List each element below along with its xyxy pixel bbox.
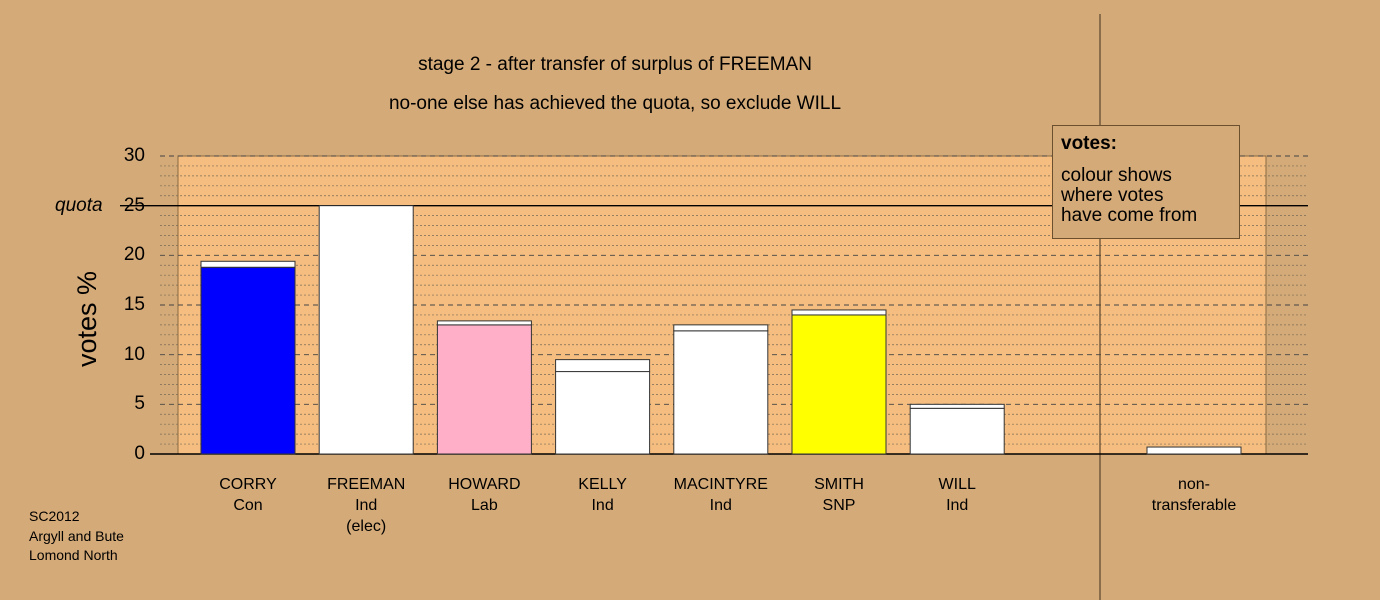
bar-transfer-segment [909,403,1005,409]
bar-first-preferences [673,330,769,455]
x-category-label: FREEMAN Ind (elec) [301,474,431,537]
x-category-label: non-transferable [1129,474,1259,516]
x-category-label-line: Ind [709,497,732,514]
x-category-label-line: non- [1177,476,1211,493]
y-tick-label: 0 [134,443,145,464]
bar-first-preferences [436,324,532,455]
x-category-label: CORRY Con [183,474,313,516]
chart-title-line-1: stage 2 - after transfer of surplus of F… [418,54,812,75]
x-category-label-line: (elec) [346,518,387,535]
legend-line: where votes [1061,185,1164,206]
x-category-label: WILL Ind [892,474,1022,516]
x-category-label: HOWARD Lab [419,474,549,516]
x-category-label-line: Ind [355,497,378,514]
y-tick-label: 15 [123,294,145,315]
legend-line: have come from [1061,205,1198,226]
y-tick-label: 10 [123,343,145,365]
x-category-label-line: SNP [822,497,856,514]
source-line: SC2012 [29,508,80,524]
quota-label: quota [55,195,103,216]
source-note: SC2012 Argyll and Bute Lomond North [29,507,124,566]
bar-transfer-segment [436,320,532,326]
bar-transfer-segment [555,359,651,373]
legend-title: votes: [1061,133,1117,154]
x-category-label-line: Lab [471,497,498,514]
bar-first-preferences [555,371,651,455]
bar-first-preferences [909,407,1005,455]
x-category-label-line: Con [233,497,263,514]
legend-box: votes: colour shows where votes have com… [1052,125,1240,239]
bar-first-preferences [318,205,414,455]
x-category-label-line: Ind [946,497,969,514]
x-category-label-line: KELLY [578,476,627,493]
bar-transfer-segment [791,309,887,316]
x-category-label-line: WILL [938,476,976,493]
bar-transfer-segment [673,324,769,332]
legend-line: colour shows [1061,165,1172,186]
x-category-label-line: FREEMAN [327,476,406,493]
y-tick-label: 25 [123,194,145,216]
x-category-label-line: transferable [1151,497,1237,514]
x-category-label-line: HOWARD [448,476,521,493]
source-line: Argyll and Bute [29,527,124,544]
x-category-label-line: MACINTYRE [673,476,768,493]
bar-non-transferable [1146,446,1242,455]
bar-transfer-segment [200,260,296,268]
y-tick-label: 5 [134,393,145,415]
bar-first-preferences [200,266,296,455]
bar-first-preferences [791,314,887,455]
y-tick-label: 20 [123,244,145,266]
x-category-label-line: SMITH [814,476,864,493]
x-category-label-line: Ind [591,497,614,514]
x-category-label: MACINTYRE Ind [656,474,786,516]
x-category-label: KELLY Ind [538,474,668,516]
x-category-label-line: CORRY [219,476,277,493]
y-tick-label: 30 [123,145,145,166]
source-line: Lomond North [29,547,118,563]
x-category-label: SMITH SNP [774,474,904,516]
chart-title-line-2: no-one else has achieved the quota, so e… [388,93,842,114]
